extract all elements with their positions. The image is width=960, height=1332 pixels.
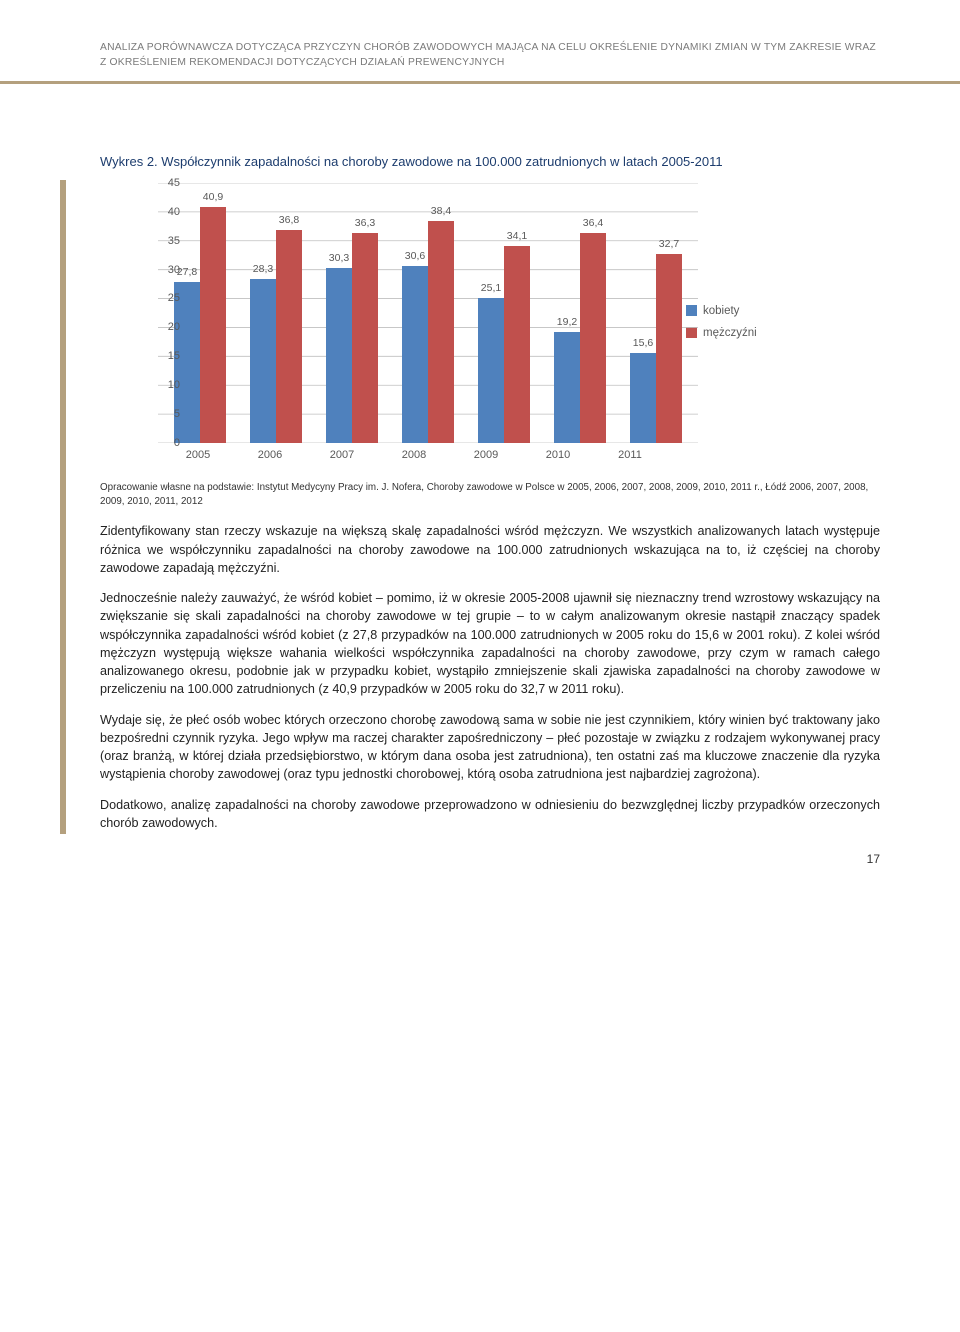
page-number: 17 [867,852,880,866]
bar-group: 28,336,8 [250,183,302,443]
y-tick-label: 5 [156,408,180,420]
paragraph-1: Zidentyfikowany stan rzeczy wskazuje na … [100,522,880,577]
bar-value-label: 36,4 [583,217,603,229]
chart-title: Wykres 2. Współczynnik zapadalności na c… [100,154,880,169]
bar-group: 19,236,4 [554,183,606,443]
legend-label-kobiety: kobiety [703,305,739,317]
x-axis-labels: 2005 2006 2007 2008 2009 2010 2011 [158,449,670,461]
bar-value-label: 36,3 [355,217,375,229]
chart-bars: 27,840,928,336,830,336,330,638,425,134,1… [158,183,698,443]
y-tick-label: 40 [156,206,180,218]
bar-kobiety: 30,6 [402,266,428,443]
y-tick-label: 0 [156,437,180,449]
y-tick-label: 30 [156,264,180,276]
paragraph-2: Jednocześnie należy zauważyć, że wśród k… [100,589,880,699]
running-header: ANALIZA PORÓWNAWCZA DOTYCZĄCA PRZYCZYN C… [100,40,880,71]
bar-kobiety: 25,1 [478,298,504,443]
bar-kobiety: 30,3 [326,268,352,443]
bar-group: 25,134,1 [478,183,530,443]
bar-mezczyzni: 32,7 [656,254,682,443]
y-tick-label: 20 [156,321,180,333]
bar-value-label: 19,2 [557,316,577,328]
bar-value-label: 15,6 [633,337,653,349]
bar-value-label: 34,1 [507,230,527,242]
header-rule [0,81,960,84]
bar-value-label: 38,4 [431,205,451,217]
chart-source: Opracowanie własne na podstawie: Instytu… [100,481,880,508]
legend-label-mezczyzni: mężczyźni [703,327,757,339]
y-tick-label: 25 [156,292,180,304]
x-tick-label: 2010 [532,449,584,461]
bar-group: 30,336,3 [326,183,378,443]
paragraph-4: Dodatkowo, analizę zapadalności na choro… [100,796,880,833]
bar-kobiety: 19,2 [554,332,580,443]
bar-mezczyzni: 36,8 [276,230,302,443]
left-margin-rule [60,180,66,834]
y-tick-label: 15 [156,350,180,362]
bar-kobiety: 28,3 [250,279,276,443]
x-tick-label: 2009 [460,449,512,461]
bar-mezczyzni: 34,1 [504,246,530,443]
bar-mezczyzni: 36,4 [580,233,606,443]
bar-value-label: 40,9 [203,191,223,203]
y-tick-label: 45 [156,177,180,189]
paragraph-3: Wydaje się, że płeć osób wobec których o… [100,711,880,784]
bar-group: 30,638,4 [402,183,454,443]
bar-value-label: 28,3 [253,263,273,275]
bar-value-label: 30,6 [405,250,425,262]
bar-group: 27,840,9 [174,183,226,443]
x-tick-label: 2008 [388,449,440,461]
x-tick-label: 2007 [316,449,368,461]
bar-group: 15,632,7 [630,183,682,443]
bar-mezczyzni: 38,4 [428,221,454,443]
bar-value-label: 36,8 [279,214,299,226]
bar-value-label: 30,3 [329,252,349,264]
x-tick-label: 2011 [604,449,656,461]
x-tick-label: 2005 [172,449,224,461]
bar-value-label: 32,7 [659,238,679,250]
bar-kobiety: 15,6 [630,353,656,443]
bar-mezczyzni: 36,3 [352,233,378,443]
y-tick-label: 35 [156,235,180,247]
x-tick-label: 2006 [244,449,296,461]
bar-mezczyzni: 40,9 [200,207,226,443]
y-tick-label: 10 [156,379,180,391]
chart: 27,840,928,336,830,336,330,638,425,134,1… [100,183,880,461]
bar-value-label: 25,1 [481,282,501,294]
